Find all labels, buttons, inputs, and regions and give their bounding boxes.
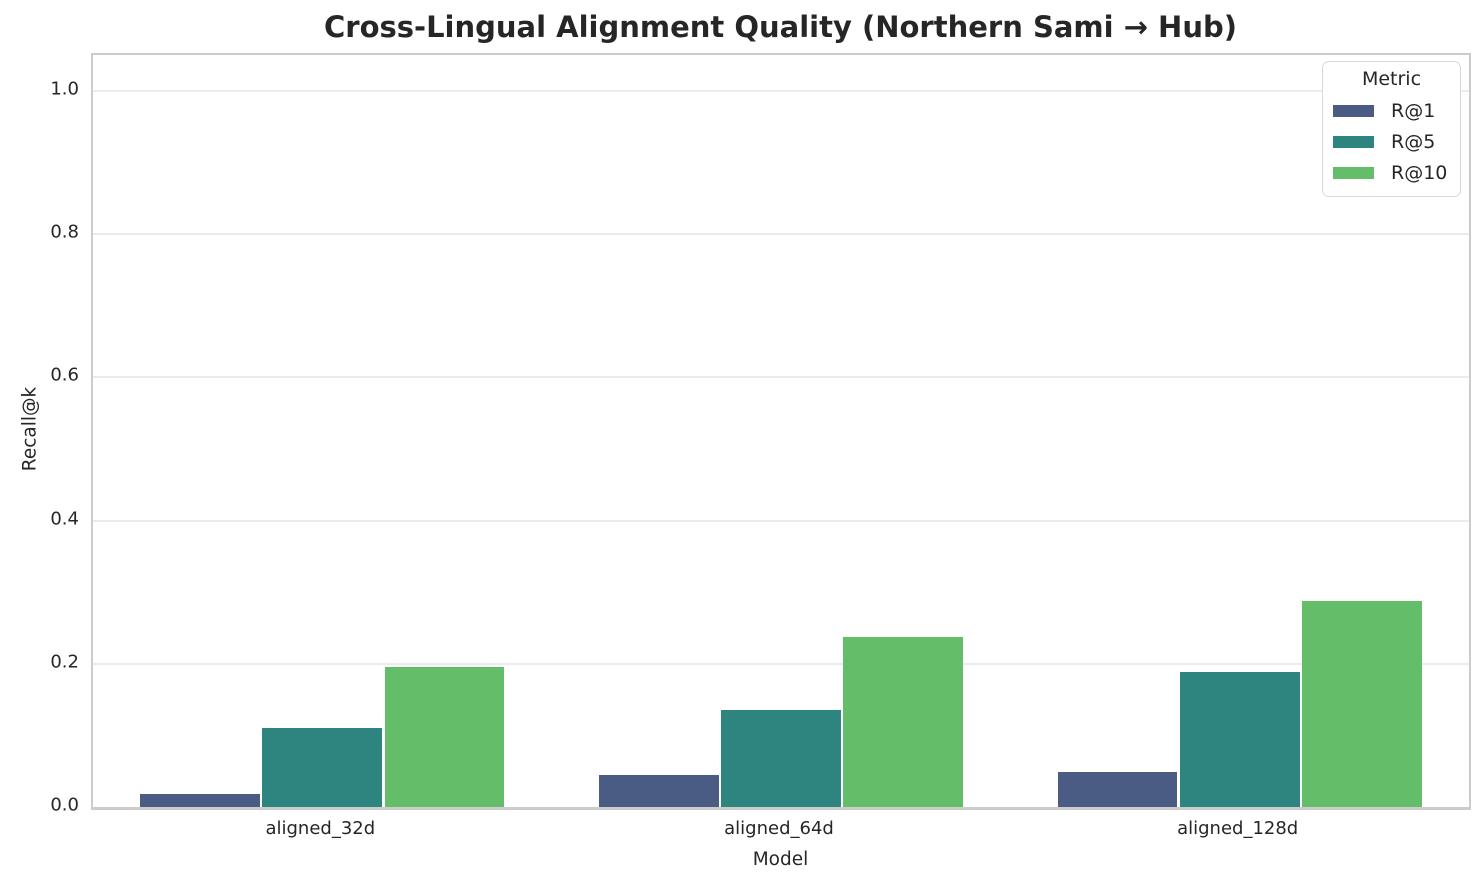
gridline xyxy=(93,89,1469,92)
legend-item-R@1: R@1 xyxy=(1323,95,1460,126)
legend-item-label: R@1 xyxy=(1391,99,1436,122)
chart-title: Cross-Lingual Alignment Quality (Norther… xyxy=(324,10,1237,44)
bar-aligned_128d-R@1 xyxy=(1057,771,1178,807)
y-tick-label: 0.6 xyxy=(50,364,79,386)
y-tick-label: 0.2 xyxy=(50,651,79,673)
bar-aligned_32d-R@5 xyxy=(262,728,383,807)
legend-items: R@1 R@5 R@10 xyxy=(1323,95,1460,188)
bar-aligned_128d-R@5 xyxy=(1179,671,1300,807)
bar-aligned_64d-R@1 xyxy=(598,774,719,807)
x-tick-label: aligned_128d xyxy=(1177,818,1299,839)
y-tick-label: 1.0 xyxy=(50,78,79,100)
bar-aligned_32d-R@10 xyxy=(384,666,505,807)
plot-area xyxy=(91,53,1471,810)
gridline xyxy=(93,233,1469,236)
x-tick-label: aligned_64d xyxy=(724,818,834,839)
y-tick-label: 0.4 xyxy=(50,508,79,530)
y-tick-label: 0.0 xyxy=(50,794,79,816)
legend-swatch-R@10 xyxy=(1333,166,1374,179)
gridline xyxy=(93,662,1469,665)
legend: Metric R@1 R@5 R@10 xyxy=(1322,61,1461,197)
bar-aligned_32d-R@1 xyxy=(140,794,260,807)
x-tick-label: aligned_32d xyxy=(265,818,376,839)
legend-item-R@5: R@5 xyxy=(1323,126,1460,157)
x-axis-label: Model xyxy=(752,849,809,870)
y-tick-label: 0.8 xyxy=(50,221,79,243)
legend-item-label: R@5 xyxy=(1391,130,1436,153)
y-axis-label: Recall@k xyxy=(19,386,41,472)
bar-aligned_128d-R@10 xyxy=(1302,600,1422,807)
legend-item-R@10: R@10 xyxy=(1323,157,1460,188)
gridline xyxy=(93,519,1469,522)
bar-aligned_64d-R@10 xyxy=(843,636,964,807)
gridline xyxy=(93,376,1469,379)
legend-swatch-R@1 xyxy=(1333,104,1374,117)
legend-item-label: R@10 xyxy=(1391,161,1448,184)
bar-aligned_64d-R@5 xyxy=(721,709,841,807)
legend-title: Metric xyxy=(1361,68,1422,90)
legend-swatch-R@5 xyxy=(1333,135,1374,148)
